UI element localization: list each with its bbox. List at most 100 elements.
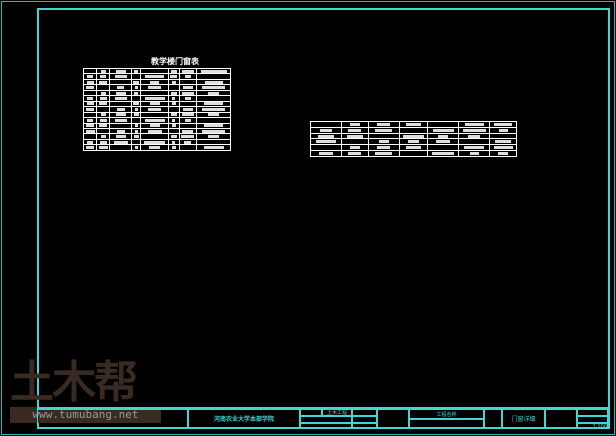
illegible-text	[149, 146, 161, 150]
illegible-text	[117, 107, 125, 111]
illegible-text	[99, 80, 108, 84]
table-row	[310, 150, 517, 157]
tb-cell	[377, 409, 409, 429]
illegible-text	[170, 75, 178, 79]
illegible-text	[171, 124, 176, 128]
illegible-text	[100, 113, 106, 117]
illegible-text	[172, 118, 176, 122]
illegible-text	[346, 134, 363, 138]
tb-cell	[352, 416, 377, 423]
illegible-text	[172, 96, 176, 100]
illegible-text	[184, 75, 191, 79]
table-row	[82, 78, 231, 86]
illegible-text	[150, 80, 160, 84]
table-cell	[196, 138, 231, 146]
illegible-text	[184, 140, 192, 144]
illegible-text	[85, 86, 95, 90]
illegible-text	[203, 124, 224, 128]
illegible-text	[402, 134, 425, 138]
tb-cell	[484, 409, 502, 429]
illegible-text	[87, 96, 93, 100]
illegible-text	[170, 135, 178, 139]
table-row	[82, 138, 231, 146]
illegible-text	[115, 113, 126, 117]
illegible-text	[117, 129, 125, 133]
table-cell	[168, 144, 180, 151]
illegible-text	[135, 124, 138, 128]
table-cell	[489, 121, 517, 128]
illegible-text	[438, 134, 449, 138]
illegible-text	[315, 140, 337, 144]
title-block: 河南农业大学本部学院 土木工程 工程名称 门窗详细 1:100	[37, 407, 610, 429]
illegible-text	[202, 86, 225, 90]
illegible-text	[181, 135, 195, 139]
illegible-text	[149, 102, 160, 106]
illegible-text	[86, 80, 94, 84]
illegible-text	[114, 75, 127, 79]
illegible-text	[181, 69, 194, 73]
illegible-text	[469, 152, 479, 156]
project-label: 工程名称	[409, 409, 484, 419]
illegible-text	[172, 140, 176, 144]
table-cell	[310, 150, 342, 157]
illegible-text	[317, 134, 335, 138]
illegible-text	[432, 152, 455, 156]
table-row	[310, 126, 517, 134]
illegible-text	[498, 152, 508, 156]
illegible-text	[350, 122, 360, 126]
tb-cell	[577, 409, 608, 416]
illegible-text	[348, 152, 362, 156]
illegible-text	[208, 113, 219, 117]
table-row	[82, 144, 231, 151]
illegible-text	[134, 69, 139, 73]
illegible-text	[134, 86, 138, 90]
table-cell	[96, 144, 111, 151]
illegible-text	[87, 140, 94, 144]
illegible-text	[319, 128, 333, 132]
door-window-table	[82, 67, 231, 151]
illegible-text	[407, 140, 420, 144]
illegible-text	[201, 129, 226, 133]
illegible-text	[171, 146, 177, 150]
illegible-text	[170, 113, 178, 117]
illegible-text	[117, 86, 125, 90]
illegible-text	[436, 140, 451, 144]
illegible-text	[116, 69, 126, 73]
illegible-text	[377, 122, 391, 126]
illegible-text	[462, 128, 486, 132]
tb-cell	[577, 416, 608, 423]
scale: 1:100	[577, 423, 608, 429]
illegible-text	[498, 128, 508, 132]
illegible-text	[349, 146, 360, 150]
table-cell	[178, 144, 198, 151]
illegible-text	[86, 146, 94, 150]
illegible-text	[86, 124, 94, 128]
school-name: 河南农业大学本部学院	[188, 409, 300, 429]
illegible-text	[207, 135, 220, 139]
illegible-text	[182, 129, 194, 133]
illegible-text	[171, 102, 176, 106]
illegible-text	[203, 146, 224, 150]
illegible-text	[184, 96, 191, 100]
illegible-text	[86, 102, 94, 106]
table-cell	[427, 150, 460, 157]
title-block-blank	[37, 409, 188, 429]
table-row	[310, 132, 517, 140]
illegible-text	[432, 128, 454, 132]
table-cell	[398, 150, 429, 157]
illegible-text	[100, 135, 106, 139]
door-window-table-title: 教学楼门窗表	[151, 57, 199, 66]
illegible-text	[406, 146, 421, 150]
illegible-text	[99, 124, 108, 128]
illegible-text	[406, 122, 421, 126]
illegible-text	[202, 107, 226, 111]
illegible-text	[200, 69, 227, 73]
illegible-text	[145, 75, 165, 79]
illegible-text	[100, 118, 107, 122]
illegible-text	[115, 135, 127, 139]
major: 土木工程	[322, 409, 352, 416]
table-cell	[131, 144, 142, 151]
illegible-text	[85, 107, 95, 111]
drawing-name: 门窗详细	[502, 409, 545, 429]
table-cell	[109, 138, 133, 146]
